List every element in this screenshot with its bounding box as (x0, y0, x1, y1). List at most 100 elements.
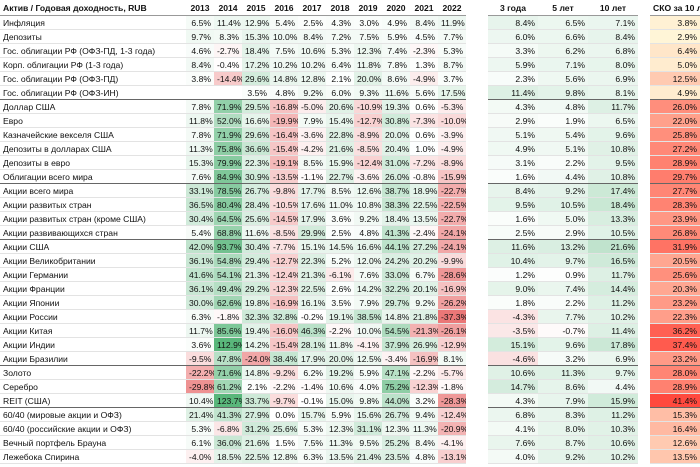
value-cell: 15.3% (242, 29, 270, 44)
value-cell: 4.0% (354, 379, 382, 394)
value-cell: 18.9% (410, 183, 438, 198)
value-cell: 6.9% (588, 351, 638, 366)
value-cell: -14.4% (214, 71, 242, 86)
asset-row: Акции Германии 41.6% 54.1% 21.3% -12.4% 21.3%… (0, 267, 700, 282)
column-header: 2018 (326, 0, 354, 16)
value-cell: -7.2% (410, 155, 438, 170)
value-cell: 16.6% (242, 113, 270, 128)
spacer (466, 30, 488, 44)
value-cell: 9.2% (538, 449, 588, 464)
value-cell: 21.6% (326, 141, 354, 156)
value-cell: 79.9% (214, 155, 242, 170)
value-cell: 6.5% (588, 113, 638, 128)
value-cell: 47.8% (214, 351, 242, 366)
spacer (638, 324, 650, 338)
value-cell: 33.0% (382, 267, 410, 282)
spacer (638, 184, 650, 198)
value-cell: 30.0% (186, 295, 214, 310)
value-cell: -16.9% (410, 351, 438, 366)
value-cell: 5.4% (270, 15, 298, 30)
asset-row: Гос. облигации РФ (ОФЗ-ПД, 1-3 года) 4.6%… (0, 43, 700, 58)
column-header: Актив / Годовая доходность, RUB (0, 0, 186, 16)
header-row: Актив / Годовая доходность, RUB 2013 2014 2… (0, 0, 700, 16)
value-cell: 21.3% (242, 267, 270, 282)
value-cell: 11.4% (488, 85, 538, 100)
value-cell: 10.5% (538, 197, 588, 212)
value-cell: 0.9% (538, 267, 588, 282)
value-cell: 0.0% (270, 407, 298, 422)
value-cell: 7.8% (382, 57, 410, 72)
spacer (638, 44, 650, 58)
value-cell: 10.3% (588, 421, 638, 436)
value-cell: 5.6% (538, 71, 588, 86)
value-cell: 15.3% (186, 155, 214, 170)
spacer (638, 198, 650, 212)
asset-name: Акции развитых стран (кроме США) (0, 211, 186, 226)
spacer (466, 44, 488, 58)
value-cell: 30.9% (242, 169, 270, 184)
value-cell: 29.6% (242, 71, 270, 86)
value-cell: 3.1% (488, 155, 538, 170)
value-cell: 22.3% (298, 253, 326, 268)
spacer (466, 142, 488, 156)
value-cell: 12.3% (354, 43, 382, 58)
value-cell: 14.5% (326, 239, 354, 254)
value-cell: 4.3% (488, 99, 538, 114)
value-cell: 10.0% (270, 29, 298, 44)
value-cell: 29.2% (242, 281, 270, 296)
column-header: 2015 (242, 0, 270, 16)
value-cell: 68.8% (214, 225, 242, 240)
value-cell: 9.4% (410, 407, 438, 422)
asset-name: Гос. облигации РФ (ОФЗ-ПД, 1-3 года) (0, 43, 186, 58)
asset-row: 60/40 (российские акции и ОФЗ) 5.3% -6.8% 3… (0, 421, 700, 436)
value-cell: 29.6% (242, 127, 270, 142)
value-cell: -9.9% (438, 253, 466, 268)
spacer (466, 422, 488, 436)
asset-row: Вечный портфель Брауна 6.1% 36.0% 21.6% 1.5%… (0, 435, 700, 450)
value-cell: 8.4% (488, 183, 538, 198)
value-cell: 61.2% (214, 379, 242, 394)
spacer (466, 338, 488, 352)
value-cell: 25.8% (650, 127, 700, 142)
value-cell: 17.7% (298, 183, 326, 198)
value-cell: 10.6% (488, 365, 538, 380)
value-cell: -12.7% (270, 253, 298, 268)
value-cell: 9.0% (488, 281, 538, 296)
column-header: 10 лет (588, 0, 638, 16)
value-cell: 6.2% (298, 365, 326, 380)
asset-row: Доллар США 7.8% 71.9% 29.5% -16.8% -5.0% 20.6%… (0, 99, 700, 114)
spacer (466, 128, 488, 142)
value-cell: 7.2% (326, 29, 354, 44)
value-cell: 5.3% (186, 421, 214, 436)
asset-row: Золото -22.2% 71.6% 14.8% -9.2% 6.2% 19.2% 5.9%… (0, 365, 700, 380)
value-cell: 8.4% (410, 435, 438, 450)
spacer (638, 0, 650, 16)
value-cell: -24.0% (242, 351, 270, 366)
value-cell: -4.3% (488, 309, 538, 324)
value-cell: 22.8% (326, 127, 354, 142)
value-cell: 8.3% (214, 29, 242, 44)
value-cell: 20.6% (326, 99, 354, 114)
spacer (638, 366, 650, 380)
value-cell: -0.7% (538, 323, 588, 338)
value-cell: 7.1% (538, 57, 588, 72)
value-cell: 11.3% (326, 435, 354, 450)
value-cell: 5.2% (326, 253, 354, 268)
value-cell: -5.7% (438, 365, 466, 380)
value-cell: 6.4% (650, 43, 700, 58)
spacer (466, 296, 488, 310)
value-cell: 32.8% (270, 309, 298, 324)
value-cell: 27.2% (410, 239, 438, 254)
value-cell: 8.5% (298, 155, 326, 170)
spacer (638, 254, 650, 268)
value-cell: 41.3% (214, 407, 242, 422)
value-cell: 2.5% (298, 15, 326, 30)
value-cell: -13.5% (270, 169, 298, 184)
value-cell: -12.4% (438, 407, 466, 422)
value-cell: 20.5% (650, 253, 700, 268)
value-cell: 12.8% (298, 71, 326, 86)
spacer (638, 282, 650, 296)
value-cell: -9.2% (270, 365, 298, 380)
asset-name: Акции России (0, 309, 186, 324)
value-cell: 8.6% (538, 379, 588, 394)
